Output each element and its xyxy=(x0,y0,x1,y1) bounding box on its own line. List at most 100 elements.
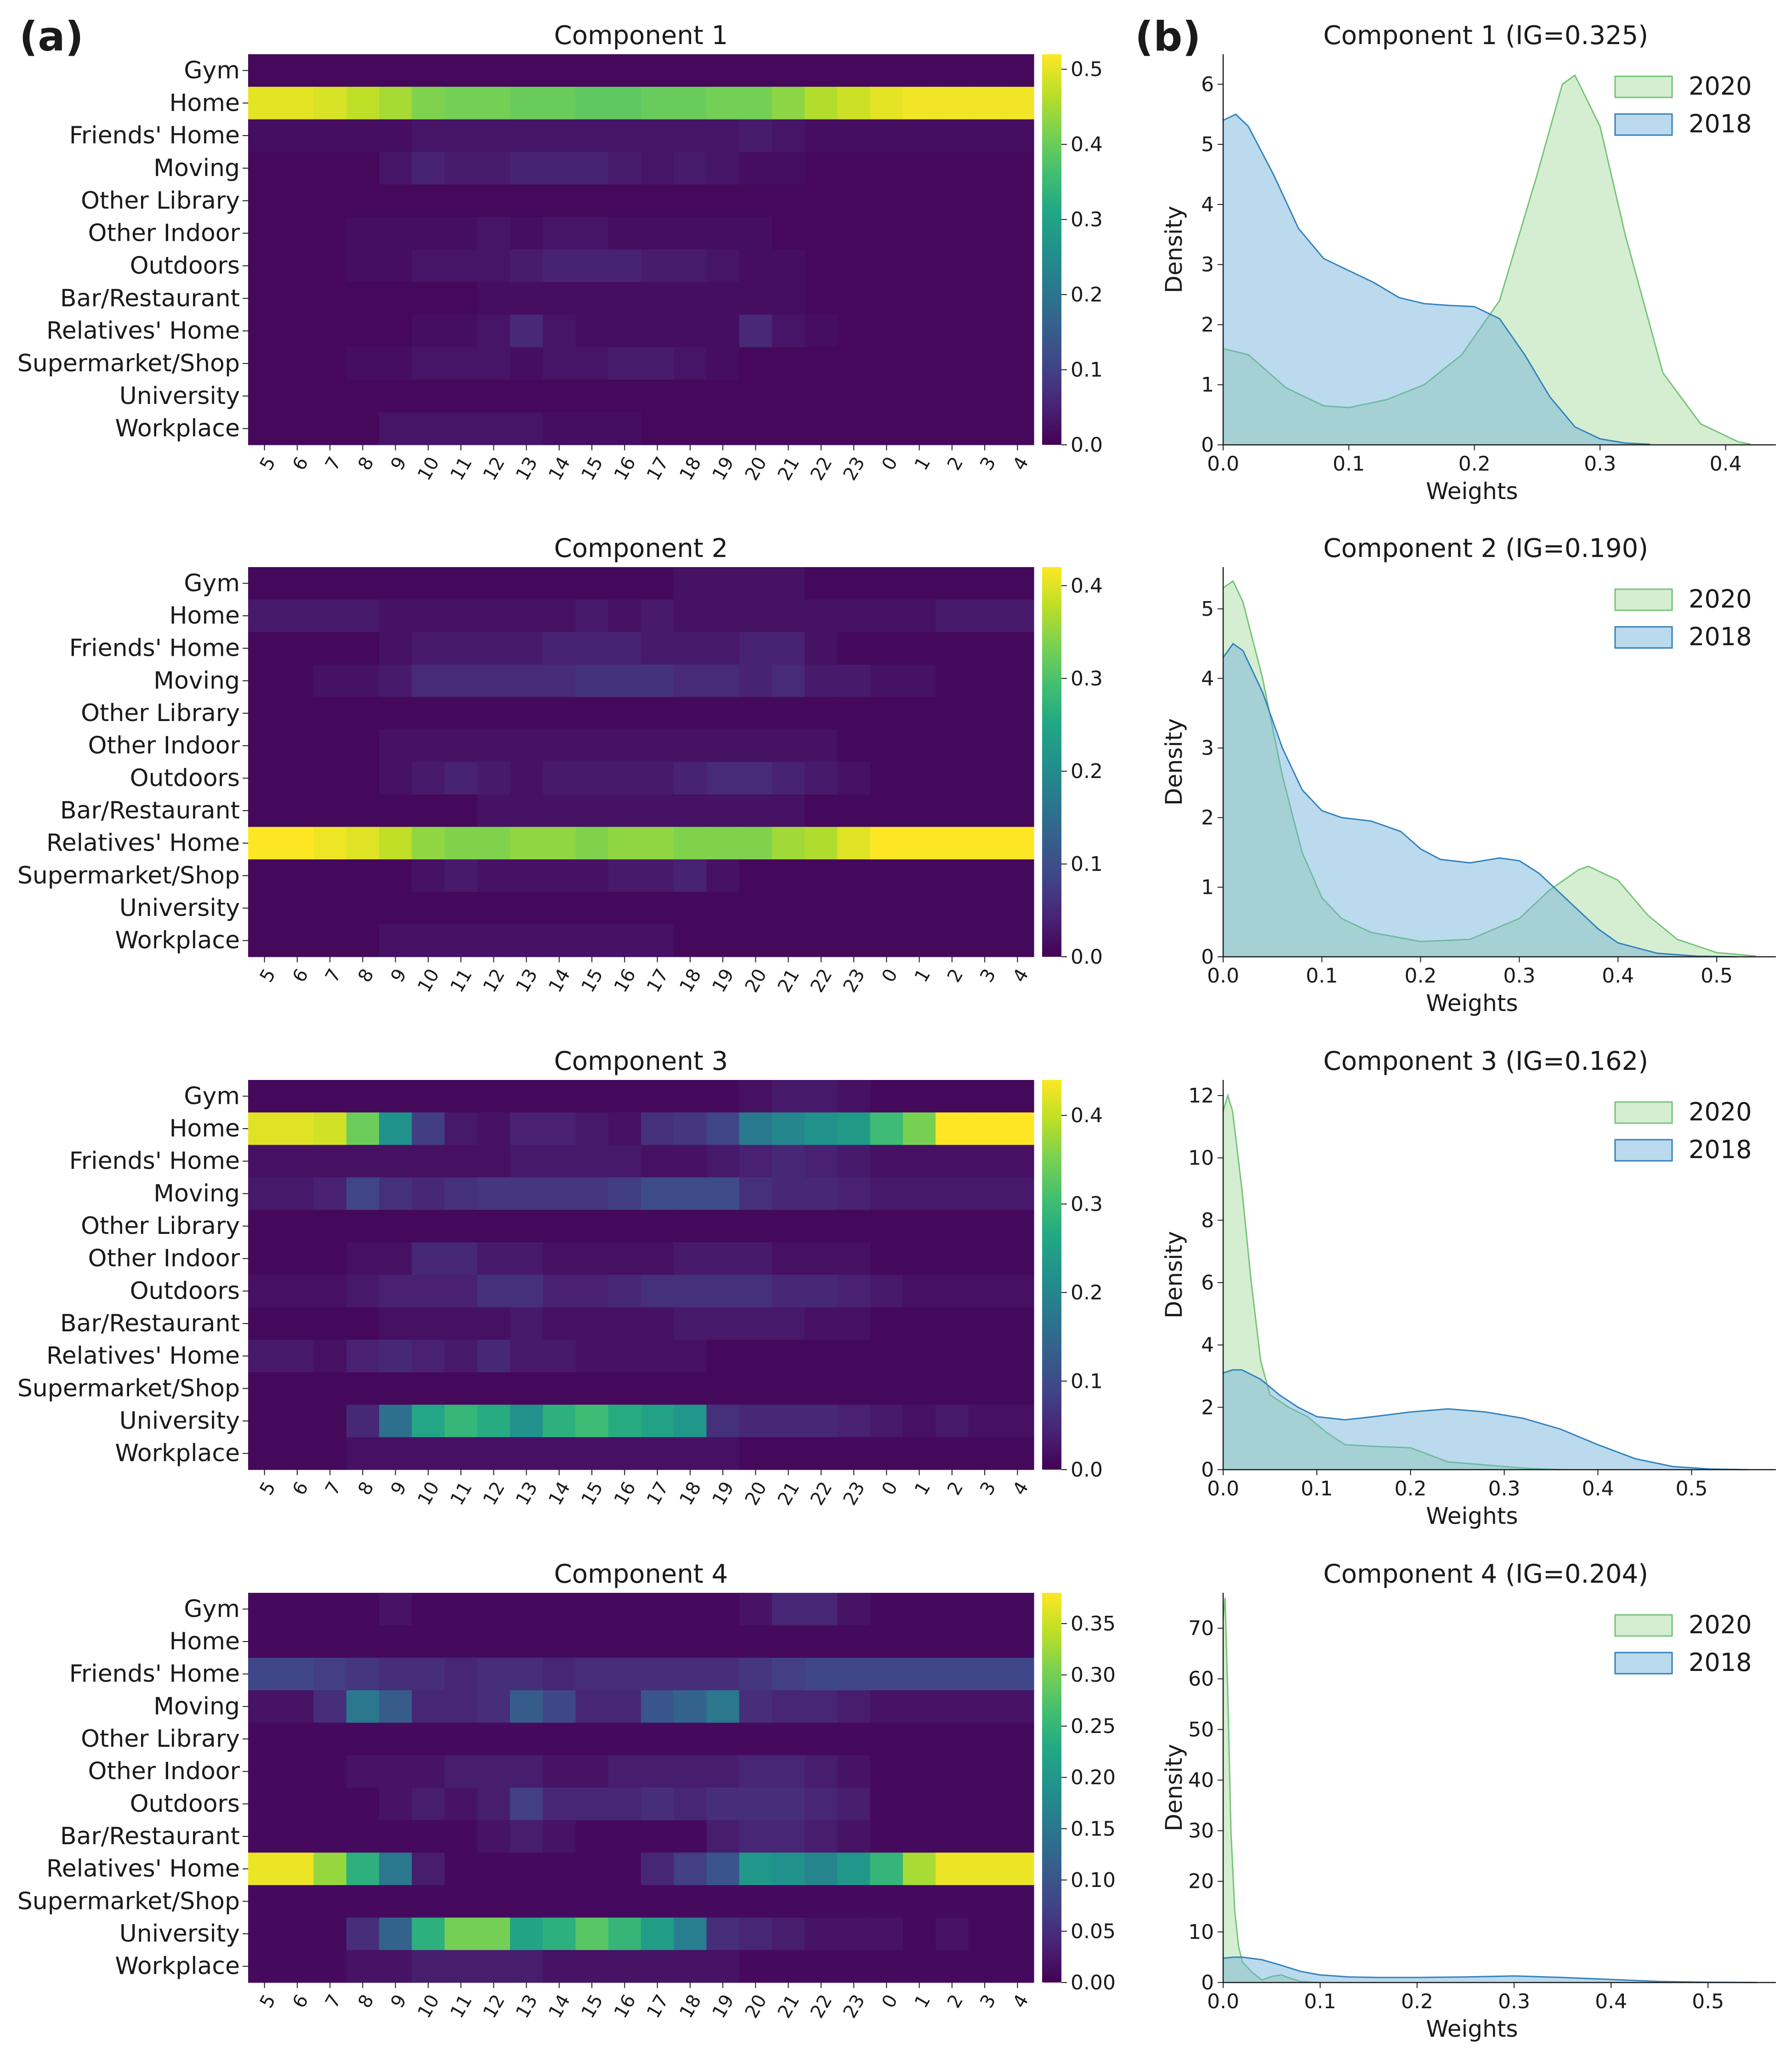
heatmap-cell-outdoors-h17 xyxy=(641,762,674,795)
heatmap-cell-home-h3 xyxy=(968,86,1002,120)
heatmap-cell-bar-restaurant-h2 xyxy=(936,794,969,827)
heatmap-cell-gym-h16 xyxy=(608,54,641,87)
y-tick-label: 20 xyxy=(1188,1870,1214,1893)
row-label-moving: Moving xyxy=(153,1180,240,1207)
heatmap-cell-supermarket-shop-h8 xyxy=(346,1372,380,1405)
heatmap-cell-relatives-home-h2 xyxy=(936,827,969,860)
heatmap-cell-supermarket-shop-h0 xyxy=(870,859,903,892)
heatmap-cell-moving-h12 xyxy=(477,1690,510,1723)
heatmap-cell-relatives-home-h13 xyxy=(510,1340,543,1373)
heatmap-cell-other-library-h8 xyxy=(346,1722,380,1756)
heatmap-cell-workplace-h0 xyxy=(870,1950,903,1983)
heatmap-cell-moving-h9 xyxy=(379,665,412,698)
heatmap-cell-friends-home-h5 xyxy=(248,1145,281,1178)
heatmap-cell-gym-h8 xyxy=(346,54,380,87)
y-tick-label: 70 xyxy=(1188,1617,1214,1640)
heatmap-cell-outdoors-h16 xyxy=(608,250,641,283)
heatmap-cell-workplace-h20 xyxy=(739,1437,772,1470)
heatmap-cell-moving-h22 xyxy=(805,1177,838,1210)
heatmap-cell-home-h14 xyxy=(543,1112,576,1145)
heatmap-cell-moving-h11 xyxy=(444,1690,478,1723)
heatmap-cell-moving-h15 xyxy=(575,1177,609,1210)
row-label-other-library: Other Library xyxy=(81,187,240,215)
heatmap-cell-gym-h6 xyxy=(281,567,314,600)
heatmap-cell-home-h10 xyxy=(412,1112,445,1145)
heatmap-cell-other-library-h1 xyxy=(903,1210,936,1243)
heatmap-cell-other-indoor-h3 xyxy=(968,1755,1002,1788)
heatmap-cell-gym-h9 xyxy=(379,1080,412,1113)
heatmap-cell-workplace-h13 xyxy=(510,1950,543,1983)
heatmap-cell-supermarket-shop-h15 xyxy=(575,1885,609,1918)
heatmap-cell-gym-h8 xyxy=(346,1080,380,1113)
heatmap-cell-home-h16 xyxy=(608,599,641,632)
heatmap-cell-other-indoor-h21 xyxy=(772,729,805,762)
kde-component-2: Component 2 (IG=0.190) 0.0 0.1 0.2 0.3 0.4 0.5… xyxy=(1161,534,1776,1017)
heatmap-cell-moving-h19 xyxy=(706,1690,740,1723)
legend-label-2018: 2018 xyxy=(1689,1135,1752,1164)
heatmap-cell-bar-restaurant-h17 xyxy=(641,1820,674,1853)
heatmap-cell-relatives-home-h4 xyxy=(1001,1852,1034,1886)
heatmap-cell-workplace-h15 xyxy=(575,924,609,957)
heatmap-cell-supermarket-shop-h1 xyxy=(903,859,936,892)
heatmap-cell-other-indoor-h13 xyxy=(510,217,543,250)
legend-swatch-2018 xyxy=(1614,626,1673,649)
heatmap-cell-gym-h15 xyxy=(575,567,609,600)
heatmap-cell-friends-home-h14 xyxy=(543,1658,576,1691)
heatmap-cell-gym-h21 xyxy=(772,54,805,87)
heatmap-cell-workplace-h2 xyxy=(936,1950,969,1983)
heatmap-cell-supermarket-shop-h21 xyxy=(772,859,805,892)
heatmap-cell-relatives-home-h4 xyxy=(1001,1340,1034,1373)
heatmap-cell-gym-h10 xyxy=(412,54,445,87)
heatmap-cell-relatives-home-h22 xyxy=(805,1340,838,1373)
heatmap-cell-workplace-h18 xyxy=(674,1437,707,1470)
heatmap-cell-other-indoor-h16 xyxy=(608,729,641,762)
heatmap-cell-home-h0 xyxy=(870,599,903,632)
x-tick-label: 0.1 xyxy=(1301,1477,1333,1500)
heatmap-title: Component 1 xyxy=(554,21,728,51)
heatmap-cell-workplace-h6 xyxy=(281,1437,314,1470)
heatmap-cell-moving-h2 xyxy=(936,1177,969,1210)
kde-area-2018 xyxy=(1223,114,1650,445)
heatmap-cell-gym-h3 xyxy=(968,1080,1002,1113)
heatmap-cell-workplace-h23 xyxy=(837,1950,871,1983)
x-tick-label: 0.5 xyxy=(1675,1477,1707,1500)
heatmap-cell-bar-restaurant-h16 xyxy=(608,1307,641,1340)
heatmap-cell-supermarket-shop-h13 xyxy=(510,347,543,380)
heatmap-cell-supermarket-shop-h15 xyxy=(575,347,609,380)
heatmap-cell-other-indoor-h15 xyxy=(575,1755,609,1788)
heatmap-cell-other-indoor-h3 xyxy=(968,1242,1002,1275)
heatmap-cell-university-h3 xyxy=(968,1917,1002,1950)
heatmap-cell-friends-home-h16 xyxy=(608,1658,641,1691)
x-tick-label: 0.0 xyxy=(1207,1477,1239,1500)
y-tick-label: 2 xyxy=(1201,806,1214,829)
heatmap-cell-other-library-h15 xyxy=(575,697,609,730)
heatmap-cell-other-indoor-h13 xyxy=(510,729,543,762)
heatmap-cell-other-library-h18 xyxy=(674,1210,707,1243)
heatmap-cell-moving-h8 xyxy=(346,665,380,698)
heatmap-cell-gym-h11 xyxy=(444,54,478,87)
x-tick-label: 0.4 xyxy=(1710,452,1742,476)
heatmap-cell-home-h13 xyxy=(510,1625,543,1658)
x-tick-label: 0.2 xyxy=(1405,964,1437,988)
heatmap-cell-gym-h23 xyxy=(837,567,871,600)
heatmap-cell-university-h6 xyxy=(281,892,314,925)
heatmap-cell-supermarket-shop-h19 xyxy=(706,859,740,892)
heatmap-cell-bar-restaurant-h7 xyxy=(313,794,347,827)
heatmap-cell-moving-h21 xyxy=(772,665,805,698)
heatmap-cell-other-indoor-h9 xyxy=(379,217,412,250)
heatmap-cell-outdoors-h21 xyxy=(772,762,805,795)
heatmap-cell-workplace-h5 xyxy=(248,924,281,957)
heatmap-cell-home-h4 xyxy=(1001,1625,1034,1658)
legend-label-2020: 2020 xyxy=(1689,1610,1752,1639)
heatmap-cell-other-indoor-h5 xyxy=(248,217,281,250)
heatmap-cell-relatives-home-h2 xyxy=(936,314,969,348)
heatmap-cell-gym-h14 xyxy=(543,54,576,87)
heatmap-cell-home-h7 xyxy=(313,86,347,120)
heatmap-cell-outdoors-h1 xyxy=(903,1275,936,1308)
heatmap-cell-supermarket-shop-h18 xyxy=(674,1372,707,1405)
heatmap-cell-home-h9 xyxy=(379,86,412,120)
heatmap-cell-other-indoor-h12 xyxy=(477,217,510,250)
heatmap-cell-moving-h2 xyxy=(936,1690,969,1723)
heatmap-cell-other-indoor-h10 xyxy=(412,1242,445,1275)
panel-label-b: (b) xyxy=(1135,13,1201,60)
